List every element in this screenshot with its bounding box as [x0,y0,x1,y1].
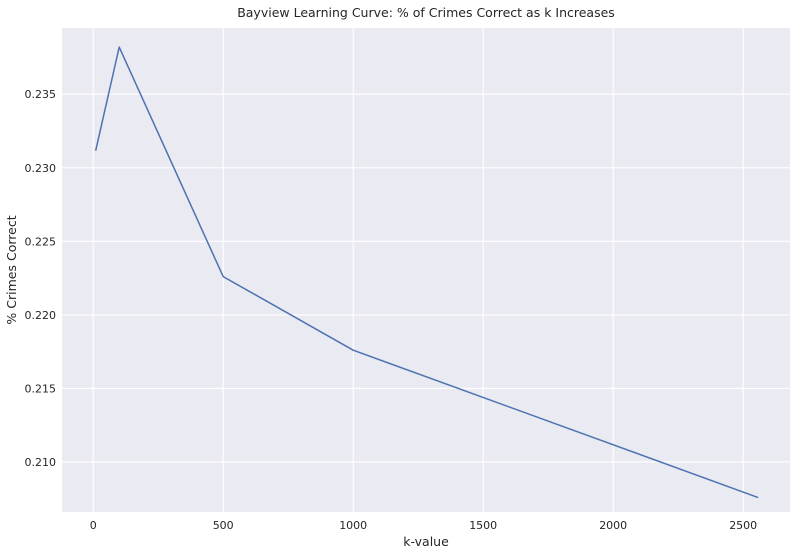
grid-lines [62,28,790,512]
y-axis-ticks: 0.210 0.215 0.220 0.225 0.230 0.235 [25,88,57,469]
y-tick-label: 0.220 [25,309,57,322]
y-tick-label: 0.225 [25,235,57,248]
x-tick-label: 1000 [339,519,367,532]
x-axis-title: k-value [403,534,449,549]
y-tick-label: 0.210 [25,456,57,469]
y-axis-title: % Crimes Correct [4,215,19,324]
y-tick-label: 0.230 [25,162,57,175]
x-axis-ticks: 0 500 1000 1500 2000 2500 [90,519,758,532]
x-tick-label: 2500 [729,519,757,532]
series-layer [95,46,759,499]
y-tick-label: 0.215 [25,382,57,395]
x-tick-label: 500 [213,519,234,532]
x-tick-label: 1500 [469,519,497,532]
x-tick-label: 0 [90,519,97,532]
y-tick-label: 0.235 [25,88,57,101]
x-tick-label: 2000 [599,519,627,532]
plot-background [62,28,790,512]
chart-title: Bayview Learning Curve: % of Crimes Corr… [237,5,615,20]
